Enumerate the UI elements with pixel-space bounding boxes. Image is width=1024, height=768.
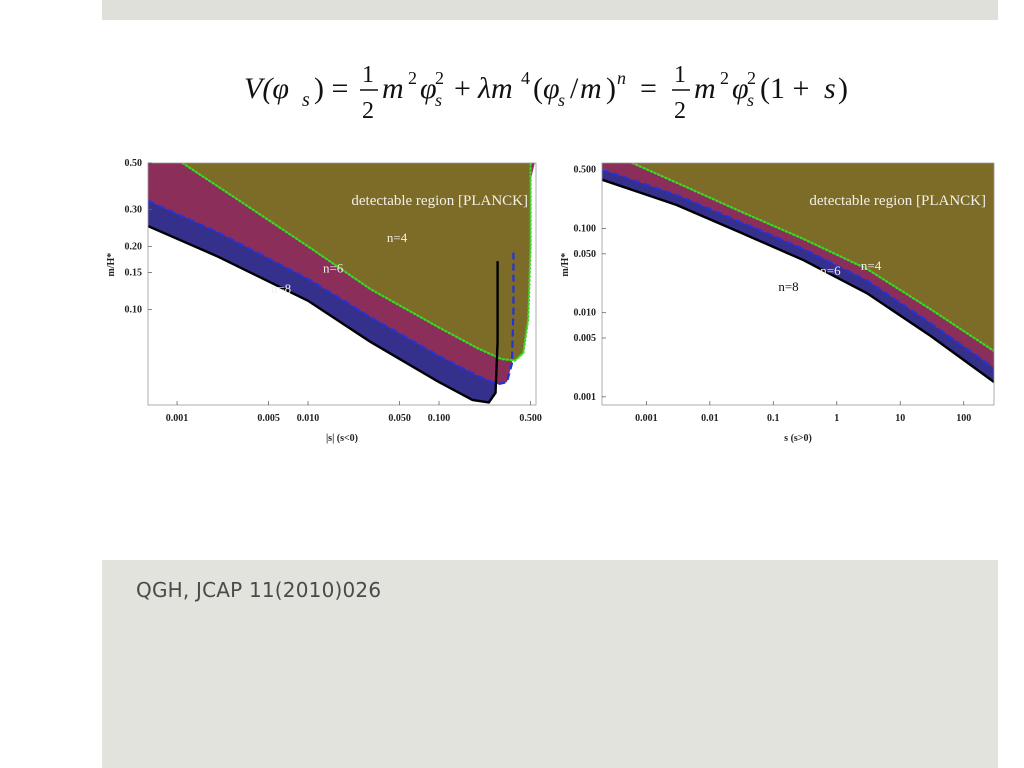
series-line-n8 [602, 178, 994, 383]
x-tick-label: 0.01 [701, 413, 719, 424]
svg-text:1: 1 [362, 62, 374, 88]
curve-label: n=6 [323, 261, 344, 276]
plot-frame [601, 162, 995, 406]
plot-frame [147, 162, 537, 406]
svg-text:): ) [838, 72, 848, 105]
curve-label: n=8 [271, 281, 291, 296]
y-tick-label: 0.100 [574, 223, 597, 234]
right-chart: detectable region [PLANCK] n=4 n=6 n=8 0.001… [560, 162, 995, 444]
region-label: detectable region [PLANCK] [809, 193, 986, 209]
x-tick-label: 1 [834, 413, 839, 424]
svg-text:2: 2 [408, 68, 417, 88]
svg-text:m: m [580, 72, 602, 105]
svg-text:s: s [302, 89, 310, 111]
x-tick-label: 0.001 [166, 413, 189, 424]
curve-label: n=6 [820, 263, 841, 278]
x-tick-label: 0.100 [428, 413, 451, 424]
svg-text:(: ( [533, 72, 543, 105]
svg-text:/: / [570, 72, 579, 105]
series-line-n4 [181, 163, 532, 362]
x-tick-label: 0.1 [767, 413, 780, 424]
equation-lhs: V(φ [244, 72, 289, 105]
svg-text:φ: φ [732, 72, 749, 105]
x-tick-label: 100 [956, 413, 971, 424]
series-line-n6 [148, 199, 515, 386]
svg-text:): ) [606, 72, 616, 105]
svg-text:2: 2 [720, 68, 729, 88]
svg-text:φ: φ [543, 72, 560, 105]
x-axis-label: s (s>0) [784, 433, 812, 444]
region-label: detectable region [PLANCK] [351, 193, 528, 209]
curve-label: n=4 [387, 230, 408, 245]
curve-label: n=8 [778, 279, 798, 294]
x-tick-label: 0.500 [519, 413, 542, 424]
svg-text:+: + [454, 72, 471, 105]
region-n4 [182, 163, 531, 361]
series-line-n6 [602, 168, 994, 369]
y-axis-label: m/H* [560, 253, 571, 277]
svg-text:s: s [824, 72, 836, 105]
x-tick-label: 0.050 [388, 413, 411, 424]
x-tick-label: 0.001 [635, 413, 658, 424]
x-tick-label: 0.010 [297, 413, 320, 424]
curve-label: n=4 [861, 258, 882, 273]
equation: V(φ s ) = 1 2 m 2 φ 2 s + λm 4 ( φ s / m… [244, 62, 848, 124]
series-line-n4 [631, 163, 994, 353]
x-axis-label: |s| (s<0) [326, 433, 358, 444]
top-band [102, 0, 998, 20]
svg-text:m: m [694, 72, 716, 105]
y-tick-label: 0.001 [574, 392, 597, 403]
citation: QGH, JCAP 11(2010)026 [136, 578, 382, 602]
svg-text:2: 2 [747, 68, 756, 88]
svg-text:λm: λm [477, 72, 513, 105]
svg-text:4: 4 [521, 68, 530, 88]
svg-text:2: 2 [674, 98, 686, 124]
y-tick-label: 0.15 [125, 268, 143, 279]
svg-text:s: s [747, 90, 754, 110]
left-chart: detectable region [PLANCK] n=4 n=6 n=8 0.001… [106, 158, 542, 444]
svg-text:m: m [382, 72, 404, 105]
svg-text:) =: ) = [314, 72, 348, 105]
x-tick-label: 0.005 [257, 413, 280, 424]
y-tick-label: 0.500 [574, 165, 597, 176]
y-tick-label: 0.005 [574, 333, 597, 344]
series-line-n8 [148, 224, 499, 404]
y-axis-label: m/H* [106, 253, 117, 277]
y-tick-label: 0.30 [125, 204, 143, 215]
svg-text:2: 2 [435, 68, 444, 88]
y-tick-label: 0.10 [125, 304, 143, 315]
svg-text:2: 2 [362, 98, 374, 124]
y-tick-label: 0.050 [574, 249, 597, 260]
svg-text:φ: φ [420, 72, 437, 105]
y-tick-label: 0.20 [125, 241, 143, 252]
footer-panel: QGH, JCAP 11(2010)026 [102, 560, 998, 768]
x-tick-label: 10 [895, 413, 905, 424]
svg-text:s: s [435, 90, 442, 110]
y-tick-label: 0.50 [125, 158, 143, 169]
region-n4 [632, 163, 994, 352]
svg-text:=: = [640, 72, 657, 105]
svg-text:s: s [558, 90, 565, 110]
svg-text:n: n [617, 68, 626, 88]
svg-text:1: 1 [674, 62, 686, 88]
svg-text:(1 +: (1 + [760, 72, 809, 105]
y-tick-label: 0.010 [574, 308, 597, 319]
